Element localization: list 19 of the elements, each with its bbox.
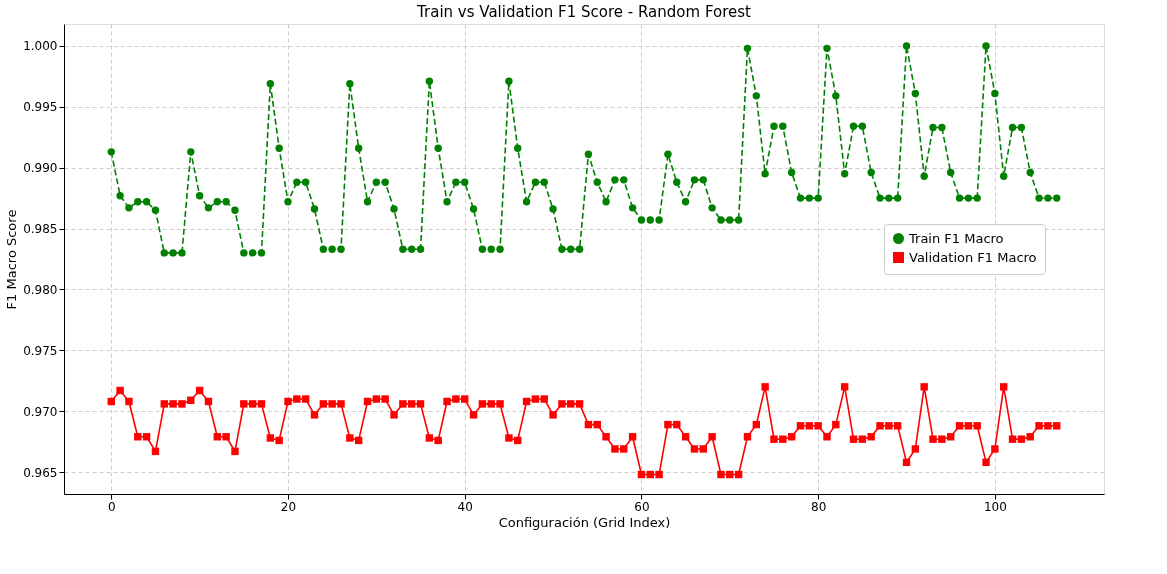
x-tick-label: 0 — [107, 499, 116, 514]
y-tick-label: 0.975 — [23, 343, 58, 358]
y-tick-label: 1.000 — [23, 39, 58, 54]
y-tick-label: 0.985 — [23, 222, 58, 237]
chart-title: Train vs Validation F1 Score - Random Forest — [416, 3, 752, 21]
x-tick-label: 40 — [457, 499, 473, 514]
x-tick-label: 100 — [983, 499, 1007, 514]
y-tick-label: 0.990 — [23, 161, 58, 176]
y-tick-label: 0.965 — [23, 465, 58, 480]
y-tick-label: 0.970 — [23, 404, 58, 419]
x-tick-label: 20 — [280, 499, 297, 514]
x-axis-title: Configuración (Grid Index) — [498, 514, 671, 530]
y-tick-label: 0.995 — [23, 100, 58, 115]
legend-label: Train F1 Macro — [908, 230, 1004, 246]
y-tick-label: 0.980 — [23, 282, 58, 297]
x-tick-label: 60 — [634, 499, 650, 514]
x-tick-label: 80 — [811, 499, 827, 514]
legend-label: Validation F1 Macro — [909, 249, 1037, 265]
y-axis-title: F1 Macro Score — [4, 209, 20, 310]
